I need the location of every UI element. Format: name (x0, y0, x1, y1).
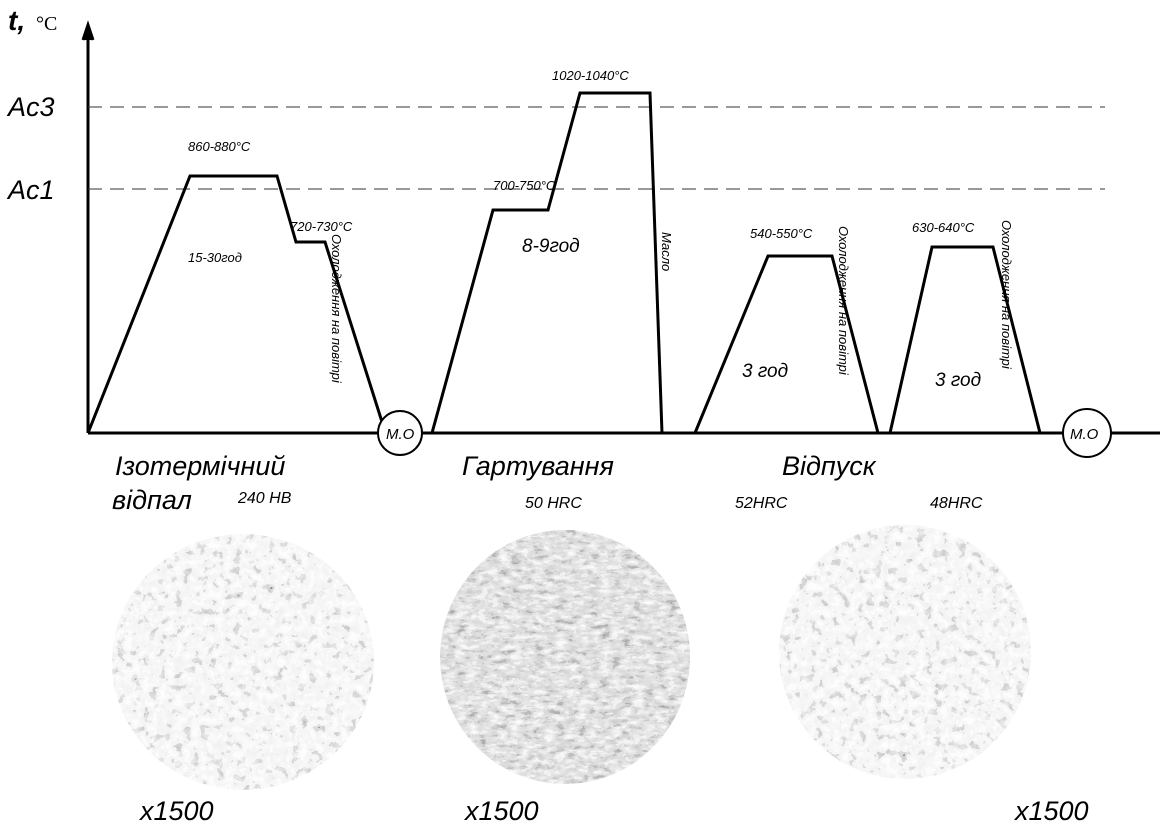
temp-label: 860-880°C (188, 139, 251, 154)
hardness-label: 48HRC (930, 495, 983, 512)
time-label: 3 год (935, 370, 981, 391)
heat-treatment-diagram: t, °C Ac3 Ac1 860-880°C 720-730°C 15-30г… (0, 0, 1161, 828)
axis-label: t, (8, 5, 25, 36)
temp-label: 720-730°C (290, 219, 353, 234)
temp-label: 630-640°C (912, 220, 975, 235)
cooling-label: Охолодження на повітрі (836, 226, 851, 376)
micrograph (440, 530, 690, 784)
hardness-label: 50 HRC (525, 495, 582, 512)
stage-name: Ізотермічний (115, 451, 285, 481)
level-label: Ac3 (6, 92, 55, 122)
axis-unit: °C (36, 13, 57, 35)
cooling-label: Охолодження на повітрі (329, 234, 344, 384)
temp-label: 540-550°C (750, 226, 813, 241)
mo-label: М.О (1070, 426, 1099, 443)
micrographs (112, 525, 1031, 790)
temp-label: 700-750°C (493, 178, 556, 193)
temp-label: 1020-1040°C (552, 68, 629, 83)
stage-name: Відпуск (782, 451, 877, 481)
magnification: x1500 (138, 796, 214, 826)
stage-name: Гартування (462, 451, 614, 481)
time-label: 3 год (742, 361, 788, 382)
cooling-label: Масло (659, 232, 674, 271)
magnification: x1500 (463, 796, 539, 826)
cooling-label: Охолодження на повітрі (999, 220, 1014, 370)
micrograph (779, 525, 1031, 779)
level-label: Ac1 (6, 175, 55, 205)
magnification: x1500 (1013, 796, 1089, 826)
stage-name: відпал (112, 485, 192, 515)
hardness-label: 240 НВ (237, 490, 292, 507)
hardness-label: 52HRC (735, 495, 788, 512)
axes (83, 25, 1160, 433)
mo-label: М.О (386, 426, 415, 443)
micrograph (112, 534, 374, 790)
time-label: 15-30год (188, 250, 242, 265)
time-label: 8-9год (522, 236, 580, 257)
